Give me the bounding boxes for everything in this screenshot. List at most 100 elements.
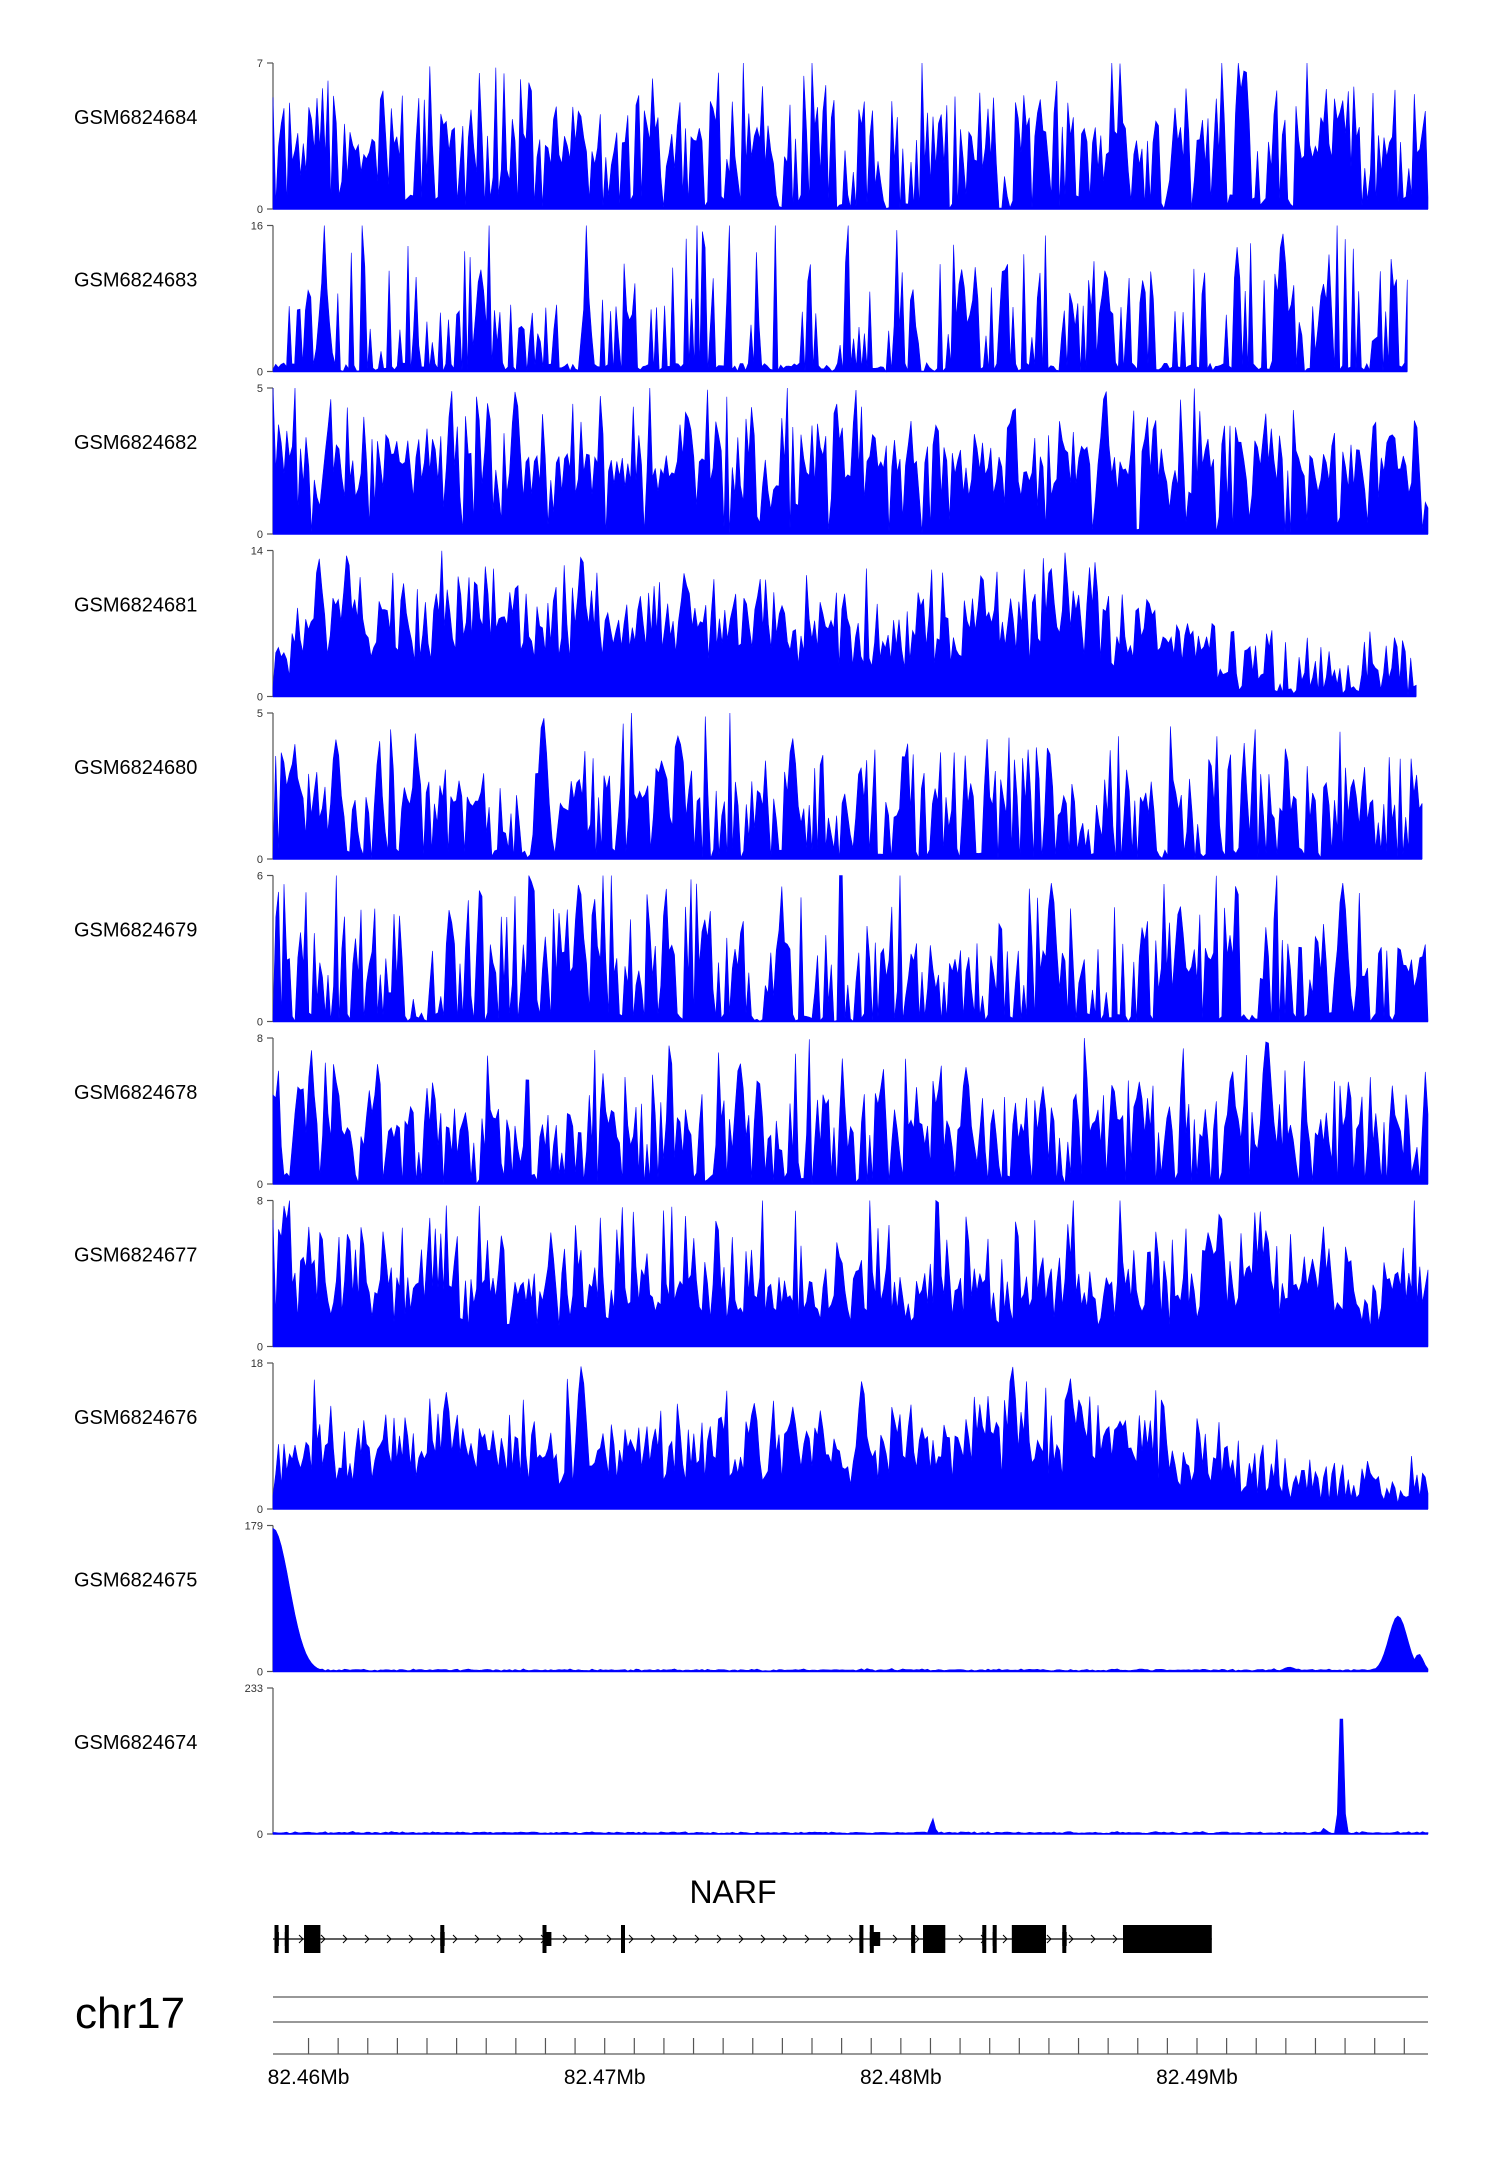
track-GSM6824677: GSM6824677 8 0 <box>74 1196 1429 1354</box>
chromosome-label: chr17 <box>75 1989 185 2038</box>
coverage-area <box>272 712 1423 860</box>
x-tick-label: 82.46Mb <box>268 2066 350 2089</box>
track-label: GSM6824683 <box>74 270 197 292</box>
strand-arrow <box>298 1934 304 1944</box>
gene-exon-edge <box>1123 1925 1127 1953</box>
strand-arrow <box>606 1934 612 1944</box>
strand-arrow <box>804 1934 810 1944</box>
strand-arrow <box>914 1934 920 1944</box>
y-axis-min-label: 0 <box>257 692 263 704</box>
y-axis-min-label: 0 <box>257 204 263 216</box>
gene-exon-edge <box>304 1925 309 1953</box>
strand-arrow <box>342 1934 348 1944</box>
strand-arrow <box>562 1934 568 1944</box>
y-axis-min-label: 0 <box>257 1179 263 1191</box>
coverage-area <box>272 875 1429 1023</box>
y-axis-min-label: 0 <box>257 1017 263 1029</box>
y-axis-min-label: 0 <box>257 1829 263 1841</box>
strand-arrow <box>892 1934 898 1944</box>
gene-exon-edge <box>1011 1925 1016 1953</box>
x-tick-label: 82.47Mb <box>564 2066 646 2089</box>
strand-arrow <box>760 1934 766 1944</box>
gene-exon <box>923 1925 946 1953</box>
gene-exon-edge <box>1062 1925 1067 1953</box>
gene-exon <box>869 1932 881 1946</box>
gene-model <box>273 1925 1212 1953</box>
track-label: GSM6824678 <box>74 1082 197 1104</box>
gene-track: NARF <box>273 1874 1212 1953</box>
strand-arrow <box>716 1934 722 1944</box>
gene-exon-edge <box>992 1925 997 1953</box>
track-label: GSM6824675 <box>74 1570 197 1592</box>
coverage-area <box>272 1199 1429 1347</box>
gene-exon-edge <box>982 1925 987 1953</box>
track-label: GSM6824680 <box>74 757 197 779</box>
coverage-area <box>272 1527 1429 1672</box>
coverage-tracks: GSM682468470GSM6824683160GSM682468250GSM… <box>74 58 1429 1841</box>
gene-exon-edge <box>911 1925 916 1953</box>
y-axis-min-label: 0 <box>257 529 263 541</box>
strand-arrow <box>452 1934 458 1944</box>
strand-arrow <box>496 1934 502 1944</box>
track-GSM6824683: GSM6824683 16 0 <box>74 221 1408 379</box>
track-label: GSM6824674 <box>74 1732 197 1754</box>
coverage-area <box>272 550 1417 697</box>
gene-exon <box>1011 1925 1046 1953</box>
track-GSM6824681: GSM6824681 14 0 <box>74 546 1417 704</box>
strand-arrow <box>672 1934 678 1944</box>
y-axis-min-label: 0 <box>257 1667 263 1679</box>
strand-arrow <box>386 1934 392 1944</box>
coverage-area <box>272 1037 1429 1185</box>
strand-arrow <box>738 1934 744 1944</box>
gene-exon-edge <box>869 1925 874 1953</box>
x-tick-label: 82.48Mb <box>860 2066 942 2089</box>
gene-exon-edge <box>440 1925 445 1953</box>
strand-arrow <box>364 1934 370 1944</box>
coverage-area <box>272 225 1408 373</box>
y-axis-max-label: 8 <box>257 1196 263 1208</box>
strand-arrow <box>518 1934 524 1944</box>
coverage-area <box>272 387 1429 535</box>
y-axis-min-label: 0 <box>257 1504 263 1516</box>
strand-arrow <box>430 1934 436 1944</box>
track-GSM6824674: GSM6824674 233 0 <box>74 1683 1429 1841</box>
coverage-area <box>272 1366 1429 1510</box>
track-label: GSM6824681 <box>74 595 197 617</box>
y-axis-min-label: 0 <box>257 1342 263 1354</box>
x-tick-label: 82.49Mb <box>1156 2066 1238 2089</box>
y-axis-max-label: 179 <box>245 1521 263 1533</box>
coverage-area <box>272 1718 1429 1835</box>
strand-arrow <box>650 1934 656 1944</box>
gene-exon-edge <box>859 1925 864 1953</box>
y-axis-max-label: 7 <box>257 58 263 70</box>
strand-arrow <box>628 1934 634 1944</box>
strand-arrow <box>826 1934 832 1944</box>
strand-arrow <box>694 1934 700 1944</box>
track-label: GSM6824676 <box>74 1407 197 1429</box>
gene-exon <box>542 1932 552 1946</box>
strand-arrow <box>1068 1934 1074 1944</box>
strand-arrow <box>1112 1934 1118 1944</box>
x-ticks: 82.46Mb 82.47Mb 82.48Mb 82.49Mb <box>268 2038 1405 2089</box>
gene-exon <box>1123 1925 1212 1953</box>
gene-label: NARF <box>689 1874 776 1910</box>
gene-exon-edge <box>621 1925 625 1953</box>
track-label: GSM6824684 <box>74 107 197 129</box>
y-axis-min-label: 0 <box>257 854 263 866</box>
track-GSM6824682: GSM6824682 5 0 <box>74 383 1429 541</box>
strand-arrow <box>1090 1934 1096 1944</box>
gene-exon-edge <box>923 1925 928 1953</box>
track-GSM6824678: GSM6824678 8 0 <box>74 1033 1429 1191</box>
chromosome-track: chr17 <box>75 1989 1428 2038</box>
y-axis-min-label: 0 <box>257 367 263 379</box>
track-label: GSM6824677 <box>74 1245 197 1267</box>
track-label: GSM6824682 <box>74 432 197 454</box>
y-axis-max-label: 5 <box>257 708 263 720</box>
strand-arrow <box>1002 1934 1008 1944</box>
strand-arrow <box>320 1934 326 1944</box>
y-axis-max-label: 5 <box>257 383 263 395</box>
strand-arrow <box>782 1934 788 1944</box>
gene-exon-edge <box>274 1925 279 1953</box>
